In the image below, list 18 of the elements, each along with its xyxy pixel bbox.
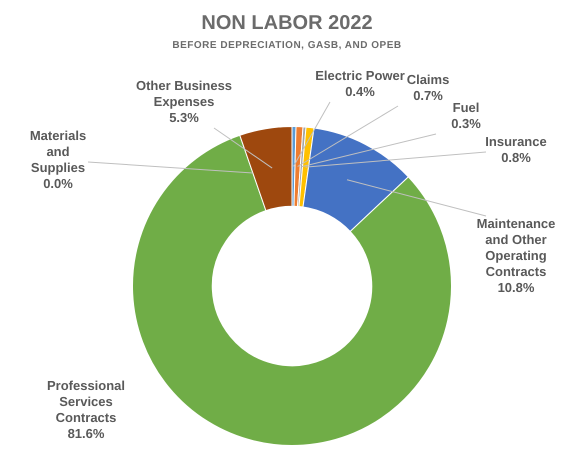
slice-label: Electric Power — [315, 68, 405, 84]
data-label: 10.8% — [498, 280, 535, 296]
slice-label: Other Business Expenses — [136, 78, 232, 110]
slice-label: Maintenance and Other Operating Contracts — [476, 216, 556, 280]
data-label: 81.6% — [68, 426, 105, 442]
slice-label: Claims — [406, 72, 450, 88]
text: 0.0% — [43, 176, 73, 192]
data-label: 0.8% — [501, 150, 532, 166]
data-label: 5.3% — [169, 110, 200, 126]
data-label: 0.3% — [451, 116, 482, 132]
chart-subtitle: BEFORE DEPRECIATION, GASB, AND OPEB — [171, 40, 403, 51]
category-label: Materials and Supplies — [30, 128, 86, 176]
slice-label: Insurance — [485, 134, 547, 150]
data-label: 0.7% — [413, 88, 444, 104]
data-label: 0.4% — [345, 84, 376, 100]
chart-title: NON LABOR 2022 — [200, 12, 374, 35]
slice-label: Fuel — [452, 100, 480, 116]
slice-label: Professional Services Contracts — [46, 378, 126, 426]
